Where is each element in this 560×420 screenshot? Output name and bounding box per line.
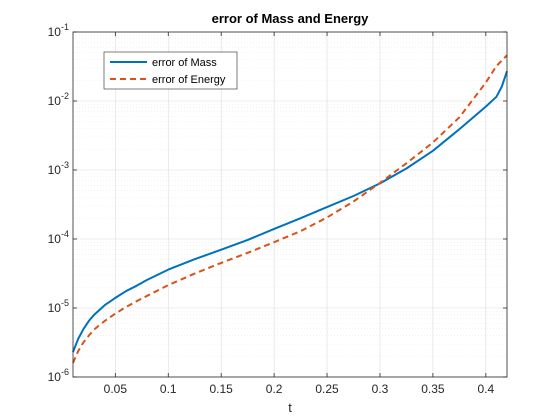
y-tick-label: 10-5 xyxy=(48,298,69,315)
x-tick-label: 0.35 xyxy=(421,382,445,396)
x-tick-label: 0.25 xyxy=(315,382,339,396)
series-line-mass xyxy=(72,70,508,353)
x-tick-label: 0.3 xyxy=(372,382,389,396)
y-tick-label: 10-4 xyxy=(48,229,69,246)
series-layer xyxy=(72,54,508,364)
chart-title: error of Mass and Energy xyxy=(212,11,370,26)
axes-box xyxy=(72,31,508,378)
y-tick-label: 10-3 xyxy=(48,160,69,177)
y-tick-label: 10-2 xyxy=(48,91,69,108)
legend: error of Mass error of Energy xyxy=(103,51,238,90)
x-axis-title: t xyxy=(288,400,292,415)
legend-label-mass: error of Mass xyxy=(152,57,217,69)
x-tick-label: 0.1 xyxy=(160,382,177,396)
x-tick-label: 0.15 xyxy=(210,382,234,396)
legend-label-energy: error of Energy xyxy=(152,74,226,86)
y-tick-label: 10-6 xyxy=(48,367,69,384)
x-tick-label: 0.05 xyxy=(104,382,128,396)
y-tick-label: 10-1 xyxy=(48,22,69,39)
x-tick-label: 0.4 xyxy=(477,382,494,396)
tick-layer: 0.05 0.1 0.15 0.2 0.25 0.3 0.35 0.4 10-6 10-5 10-4… xyxy=(48,22,507,396)
x-tick-label: 0.2 xyxy=(266,382,283,396)
series-line-energy xyxy=(72,54,508,364)
legend-box xyxy=(103,51,238,90)
